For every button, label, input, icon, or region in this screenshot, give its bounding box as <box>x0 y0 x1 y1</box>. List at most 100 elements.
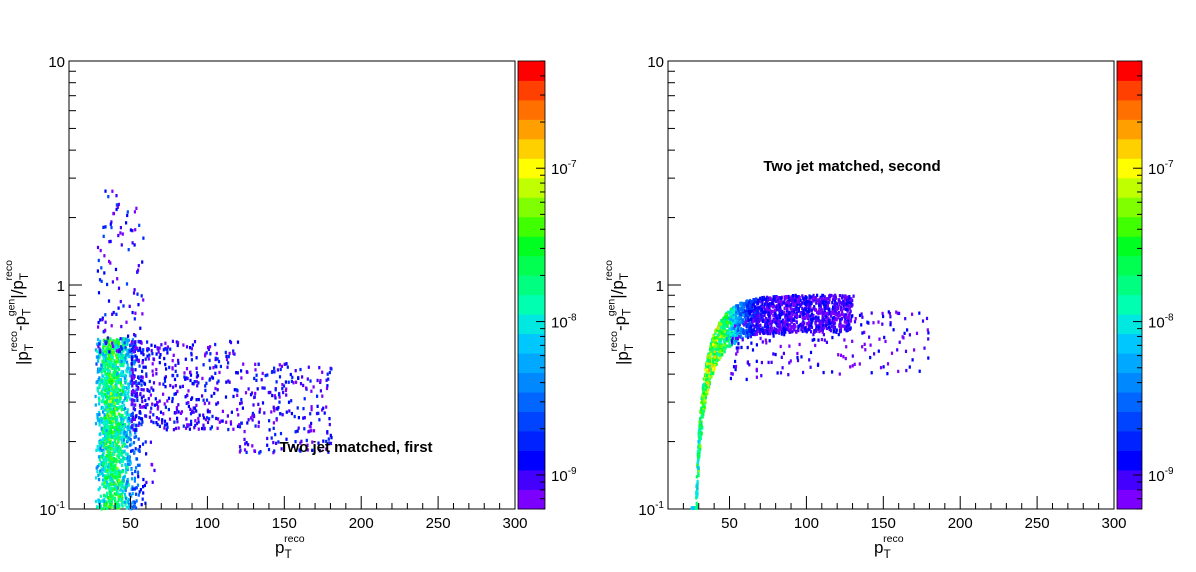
heatmap-cell <box>219 364 222 369</box>
heatmap-cell <box>99 318 102 322</box>
heatmap-cell <box>116 338 119 342</box>
heatmap-cell <box>901 335 904 339</box>
heatmap-cell <box>762 305 766 309</box>
heatmap-cell <box>122 358 125 362</box>
heatmap-cell <box>191 381 194 386</box>
heatmap-cell <box>275 418 278 422</box>
heatmap-cell <box>822 370 825 375</box>
heatmap-cell <box>100 507 103 511</box>
heatmap-cell <box>750 314 753 318</box>
heatmap-cell <box>214 386 217 391</box>
heatmap-cell <box>120 404 123 408</box>
heatmap-cell <box>112 434 116 438</box>
heatmap-cell <box>854 317 857 321</box>
heatmap-cell <box>125 378 128 382</box>
heatmap-cell <box>121 414 124 418</box>
heatmap-cell <box>761 296 764 300</box>
heatmap-cell <box>155 402 158 407</box>
heatmap-cell <box>131 416 134 420</box>
heatmap-cell <box>129 430 132 434</box>
heatmap-cell <box>801 321 804 325</box>
heatmap-cell <box>190 347 193 351</box>
heatmap-cell <box>847 299 850 304</box>
heatmap-cell <box>810 330 813 334</box>
x-tick-label: 100 <box>195 515 220 532</box>
heatmap-cell <box>754 329 757 333</box>
heatmap-cell <box>695 475 698 479</box>
heatmap-cell <box>705 366 708 370</box>
heatmap-cell <box>732 326 735 331</box>
heatmap-cell <box>309 412 312 416</box>
heatmap-cell <box>276 368 279 372</box>
heatmap-cell <box>834 309 837 313</box>
heatmap-cell <box>128 498 131 502</box>
heatmap-cell <box>743 321 746 325</box>
heatmap-cell <box>764 310 767 315</box>
heatmap-cell <box>829 322 832 326</box>
heatmap-cell <box>257 362 260 366</box>
heatmap-cell <box>114 475 117 480</box>
heatmap-cell <box>137 475 140 479</box>
heatmap-cell <box>720 344 723 348</box>
heatmap-cell <box>163 419 167 423</box>
heatmap-cell <box>732 315 735 319</box>
y-tick-label: 10 <box>48 54 65 71</box>
heatmap-cell <box>109 261 112 265</box>
heatmap-cell <box>307 430 310 434</box>
heatmap-cell <box>845 321 848 325</box>
heatmap-cell <box>139 488 142 492</box>
heatmap-cell <box>326 430 329 434</box>
heatmap-cell <box>98 402 101 406</box>
heatmap-cell <box>95 380 98 385</box>
heatmap-cell <box>126 210 129 214</box>
heatmap-cell <box>755 332 758 336</box>
heatmap-cell <box>115 342 118 346</box>
heatmap-cell <box>746 335 750 340</box>
heatmap-cell <box>121 489 124 493</box>
heatmap-cell <box>778 328 781 332</box>
heatmap-cell <box>142 485 145 489</box>
heatmap-cell <box>115 194 118 198</box>
heatmap-cell <box>768 339 771 343</box>
heatmap-cell <box>102 448 105 452</box>
heatmap-cell <box>704 398 707 402</box>
heatmap-cell <box>115 501 118 505</box>
heatmap-cell <box>214 342 217 347</box>
heatmap-cell <box>127 390 130 394</box>
heatmap-cell <box>732 322 735 326</box>
heatmap-cell <box>108 371 111 375</box>
heatmap-cell <box>703 405 707 410</box>
heatmap-cell <box>233 388 236 392</box>
heatmap-cell <box>839 305 843 309</box>
heatmap-cell <box>141 312 144 316</box>
heatmap-cell <box>727 339 730 343</box>
heatmap-cell <box>742 328 745 333</box>
heatmap-cell <box>717 342 720 346</box>
heatmap-cell <box>734 336 738 341</box>
heatmap-cell <box>833 321 837 325</box>
heatmap-cell <box>220 419 223 423</box>
heatmap-cell <box>299 449 302 453</box>
heatmap-cell <box>814 343 817 348</box>
heatmap-cell <box>788 361 791 365</box>
heatmap-cell <box>243 437 246 442</box>
heatmap-cell <box>726 323 729 327</box>
heatmap-cell <box>750 306 754 310</box>
heatmap-cell <box>838 300 841 304</box>
heatmap-cell <box>796 308 799 312</box>
heatmap-cell <box>111 496 114 501</box>
heatmap-cell <box>809 314 812 318</box>
heatmap-cell <box>716 347 719 352</box>
heatmap-cell <box>99 416 102 420</box>
heatmap-cell <box>124 374 127 378</box>
heatmap-cell <box>110 434 113 438</box>
heatmap-cell <box>201 376 204 381</box>
heatmap-cell <box>808 294 811 298</box>
color-bar-segment <box>1117 177 1142 198</box>
heatmap-cell <box>253 414 256 419</box>
heatmap-cell <box>125 353 128 357</box>
color-bar-segment <box>1117 489 1142 510</box>
heatmap-cell <box>193 426 196 430</box>
heatmap-cell <box>830 294 833 298</box>
heatmap-cell <box>127 483 130 487</box>
